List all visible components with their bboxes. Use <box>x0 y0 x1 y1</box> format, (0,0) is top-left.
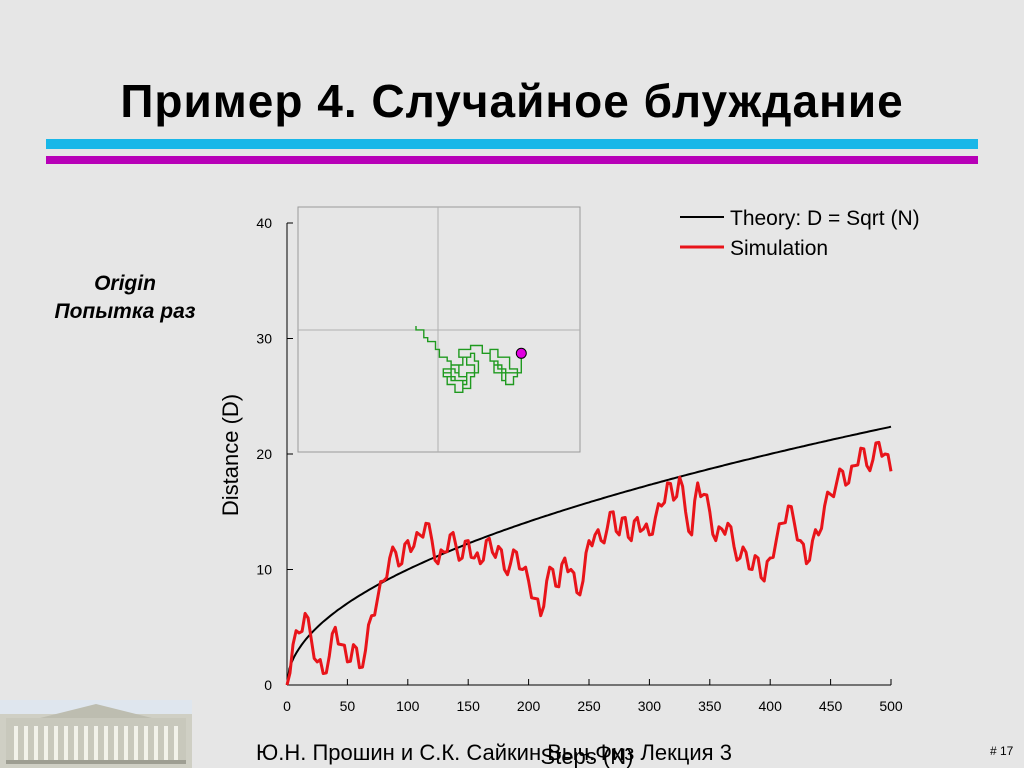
footer-text: Ю.Н. Прошин и С.К. Сайкин Выч.Физ Лекция… <box>256 740 732 765</box>
page-number: # 17 <box>990 744 1014 758</box>
x-tick-label: 0 <box>283 698 291 714</box>
x-tick-label: 200 <box>517 698 541 714</box>
y-tick-label: 40 <box>256 215 272 231</box>
simulation-line <box>285 440 893 686</box>
side-note-origin: Origin <box>94 272 156 295</box>
x-tick-label: 250 <box>577 698 601 714</box>
x-tick-label: 500 <box>879 698 903 714</box>
x-tick-label: 150 <box>457 698 481 714</box>
x-tick-label: 450 <box>819 698 843 714</box>
theory-line <box>286 425 892 686</box>
side-note: Origin Попытка раз <box>30 270 220 326</box>
x-tick-label: 350 <box>698 698 722 714</box>
slide-title: Пример 4. Случайное блуждание <box>120 75 904 127</box>
legend-label: Theory: D = Sqrt (N) <box>730 207 920 230</box>
y-axis-label: Distance (D) <box>218 394 243 516</box>
y-tick-label: 0 <box>264 677 272 693</box>
y-tick-label: 10 <box>256 562 272 578</box>
y-tick-label: 20 <box>256 446 272 462</box>
chart-axes: 0 50 100 150 200 250 300 350 400 450 500 0 10 20 30 40 <box>256 215 902 714</box>
title-rule-cyan <box>46 139 978 149</box>
walk-end-marker <box>515 347 527 359</box>
y-tick-label: 30 <box>256 331 272 347</box>
x-tick-label: 300 <box>638 698 662 714</box>
x-tick-label: 50 <box>340 698 356 714</box>
title-rule-magenta <box>46 156 978 164</box>
x-axis-label: Steps (N) <box>541 744 634 768</box>
plot-lines <box>285 425 893 686</box>
x-tick-label: 100 <box>396 698 420 714</box>
building-picture <box>0 700 192 768</box>
chart-legend: Theory: D = Sqrt (N) Simulation <box>680 207 920 260</box>
walk-inset <box>297 206 581 453</box>
walk-path <box>415 326 522 393</box>
side-note-attempt: Попытка раз <box>54 300 196 323</box>
legend-label: Simulation <box>730 237 828 260</box>
x-tick-label: 400 <box>759 698 783 714</box>
